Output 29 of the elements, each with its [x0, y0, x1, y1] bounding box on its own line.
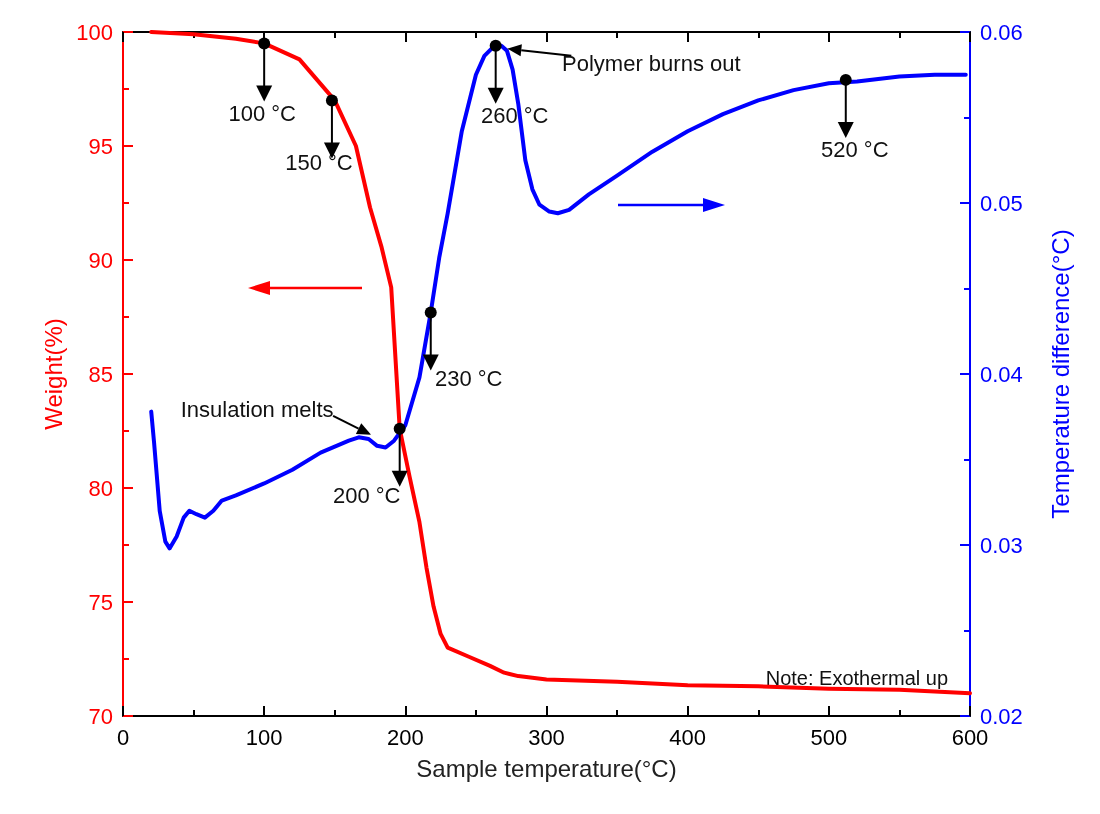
y2-axis-title: Temperature difference(°C) [1046, 229, 1074, 519]
annotation: 230 °C [434, 365, 503, 391]
y2-tick-label: 0.05 [980, 190, 1023, 216]
y-tick-label: 95 [88, 133, 113, 159]
y-tick-label: 75 [88, 589, 113, 615]
y-tick-label: 85 [88, 361, 113, 387]
annotation: Polymer burns out [562, 51, 741, 77]
x-axis-title: Sample temperature(°C) [416, 754, 677, 782]
annotation: 150 °C [285, 149, 353, 175]
x-tick-label: 400 [669, 724, 707, 750]
x-tick-label: 300 [528, 724, 565, 750]
annotation: Insulation melts [180, 397, 334, 423]
y2-tick-label: 0.03 [980, 532, 1023, 558]
x-tick-label: 200 [386, 724, 424, 750]
annotation: 200 °C [332, 483, 401, 509]
y-tick-label: 90 [88, 247, 113, 273]
x-tick-label: 0 [116, 724, 130, 750]
y-tick-label: 80 [88, 475, 113, 501]
annotation: 520 °C [821, 137, 889, 163]
y-tick-label: 100 [76, 19, 113, 45]
x-tick-label: 500 [810, 724, 848, 750]
y2-tick-label: 0.06 [980, 19, 1023, 45]
y2-tick-label: 0.04 [980, 361, 1023, 387]
y-tick-label: 70 [88, 703, 113, 729]
annotation: 260 °C [480, 103, 549, 129]
annotation: 100 °C [228, 100, 297, 126]
annotation: Note: Exothermal up [765, 667, 949, 689]
y-axis-title: Weight(%) [39, 318, 67, 430]
x-tick-label: 100 [245, 724, 283, 750]
